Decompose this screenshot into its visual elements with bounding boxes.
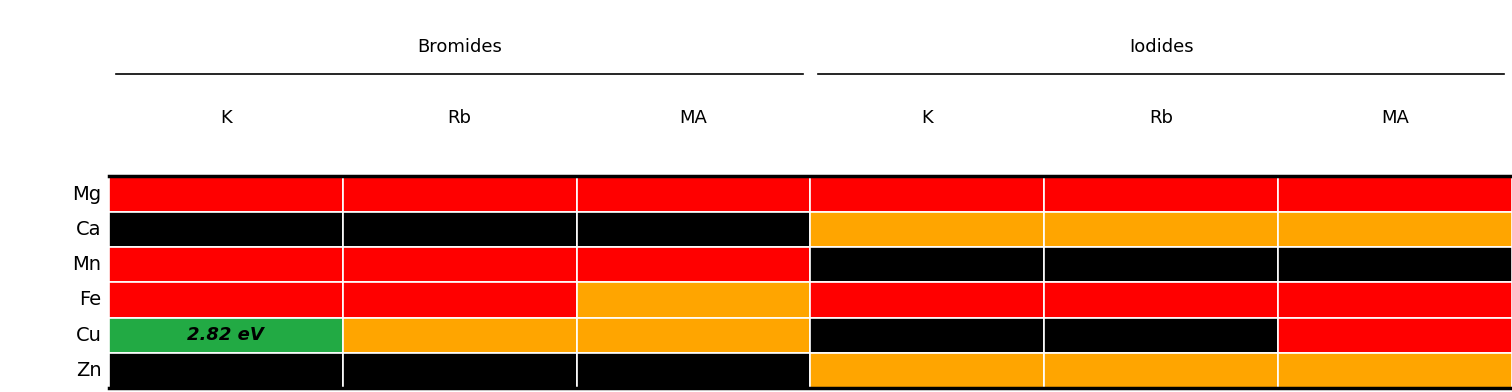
Bar <box>343 247 576 282</box>
Bar <box>343 282 576 318</box>
Bar <box>1045 212 1278 247</box>
Bar <box>576 282 810 318</box>
Bar <box>1278 282 1512 318</box>
Bar <box>1045 282 1278 318</box>
Bar <box>810 282 1045 318</box>
Text: Fe: Fe <box>79 290 101 309</box>
Bar <box>1045 318 1278 353</box>
Bar <box>1278 353 1512 388</box>
Bar <box>810 353 1045 388</box>
Text: Rb: Rb <box>448 109 472 127</box>
Text: Ca: Ca <box>76 220 101 239</box>
Bar <box>109 247 343 282</box>
Bar <box>109 282 343 318</box>
Bar <box>576 318 810 353</box>
Bar <box>810 176 1045 212</box>
Bar <box>1278 176 1512 212</box>
Bar <box>1278 318 1512 353</box>
Bar <box>343 353 576 388</box>
Bar <box>109 353 343 388</box>
Text: K: K <box>921 109 933 127</box>
Text: Mg: Mg <box>73 185 101 203</box>
Bar <box>576 212 810 247</box>
Bar <box>1045 176 1278 212</box>
Text: MA: MA <box>1380 109 1409 127</box>
Text: Iodides: Iodides <box>1129 38 1193 56</box>
Text: 2.82 eV: 2.82 eV <box>187 326 265 344</box>
Bar <box>1278 247 1512 282</box>
Bar <box>109 176 343 212</box>
Bar <box>576 247 810 282</box>
Text: Rb: Rb <box>1149 109 1173 127</box>
Text: Cu: Cu <box>76 326 101 345</box>
Bar <box>109 318 343 353</box>
Bar <box>810 212 1045 247</box>
Text: K: K <box>219 109 231 127</box>
Bar <box>343 318 576 353</box>
Text: MA: MA <box>679 109 708 127</box>
Text: Mn: Mn <box>73 255 101 274</box>
Bar <box>1278 212 1512 247</box>
Bar <box>343 176 576 212</box>
Bar <box>576 353 810 388</box>
Text: Zn: Zn <box>76 361 101 380</box>
Bar <box>810 247 1045 282</box>
Bar <box>109 212 343 247</box>
Bar <box>576 176 810 212</box>
Bar <box>810 318 1045 353</box>
Bar <box>1045 353 1278 388</box>
Bar <box>1045 247 1278 282</box>
Text: Bromides: Bromides <box>417 38 502 56</box>
Bar <box>343 212 576 247</box>
